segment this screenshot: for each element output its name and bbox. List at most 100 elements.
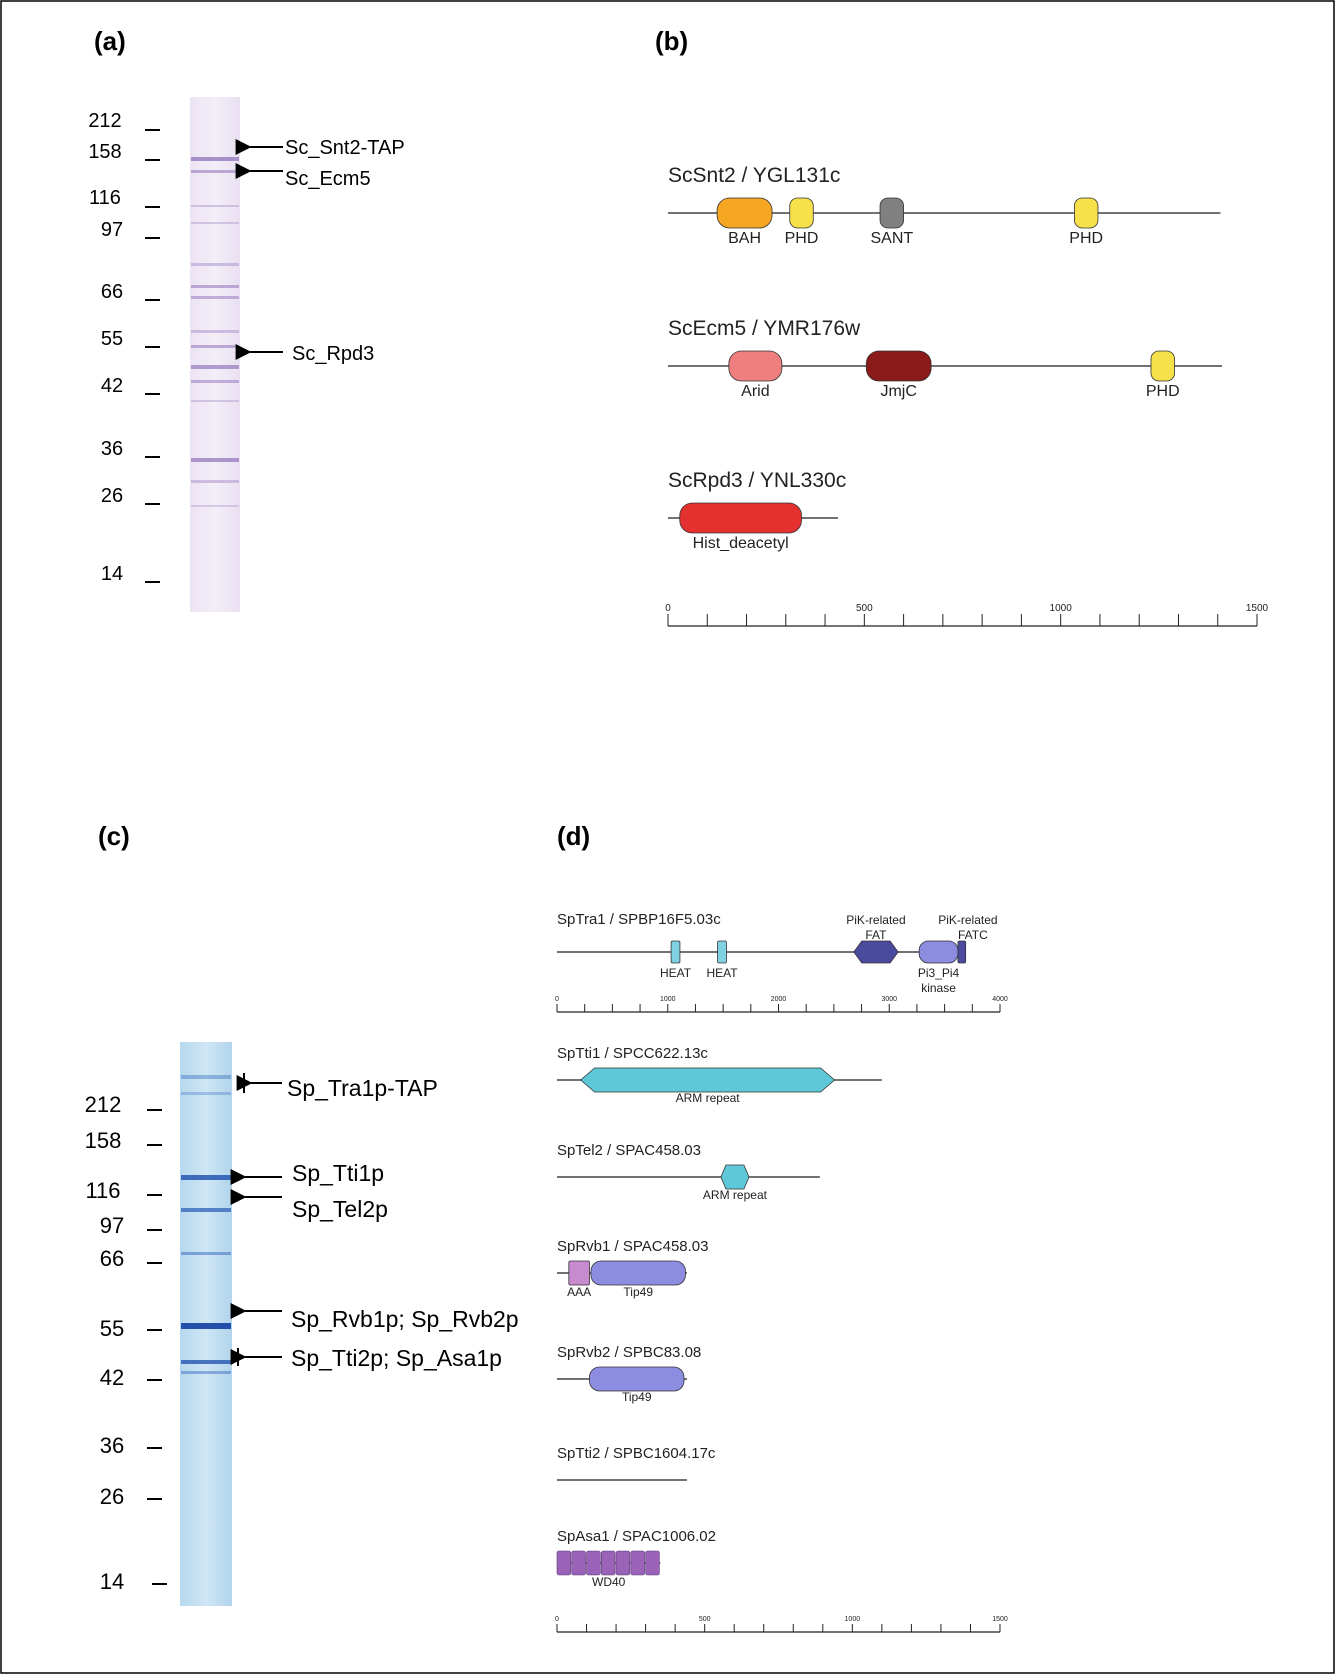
wd40-repeat [600, 1550, 616, 1576]
domain-label: JmjC [880, 383, 916, 400]
gel-band [191, 157, 239, 161]
band-label: Sc_Rpd3 [292, 343, 374, 365]
protein-name: ScEcm5 / YMR176w [668, 317, 861, 340]
gel-band [191, 285, 239, 288]
panel-c: 212 158 116 97 66 55 42 36 26 14 Sp_Tra1… [85, 1042, 519, 1606]
domain-phd [1074, 197, 1099, 229]
domain-label: PHD [1146, 383, 1180, 400]
band-label: Sc_Ecm5 [285, 168, 371, 190]
domain-tip49 [589, 1366, 685, 1392]
domain-arm-repeat [720, 1164, 750, 1190]
domain-label: FAT [865, 928, 887, 942]
wd40-repeat [645, 1550, 660, 1576]
band-label: Sc_Snt2-TAP [285, 137, 405, 159]
protein-row: SpRvb1 / SPAC458.03 AAA Tip49 [557, 1238, 708, 1299]
marker-label: 212 [85, 1092, 122, 1117]
gel-band [191, 205, 239, 207]
domain-arm-repeat [580, 1067, 836, 1093]
gel-band [191, 505, 239, 507]
marker-label: 97 [100, 1213, 124, 1238]
gel-band [181, 1208, 231, 1212]
domain-aaa [568, 1260, 590, 1286]
marker-label: 42 [101, 375, 123, 397]
band-label: Sp_Rvb1p; Sp_Rvb2p [291, 1306, 519, 1332]
gel-band [191, 345, 239, 348]
marker-label: 36 [101, 438, 123, 460]
gel-band [191, 380, 239, 383]
domain-bah [716, 197, 773, 229]
domain-label: HEAT [706, 966, 738, 980]
marker-label: 42 [100, 1365, 124, 1390]
panel-a: 212 158 116 97 66 55 42 36 26 14 Sc_Snt2… [88, 97, 405, 612]
gel-band [181, 1360, 231, 1364]
gel-band [191, 480, 239, 483]
domain-fat [853, 940, 899, 964]
domain-phd [1150, 350, 1175, 382]
domain-label: WD40 [592, 1575, 626, 1589]
scale-label: 500 [699, 1616, 711, 1623]
domain-label: ARM repeat [676, 1091, 741, 1105]
gel-band [181, 1252, 231, 1255]
domain-heat [717, 940, 727, 964]
protein-name: SpTel2 / SPAC458.03 [557, 1142, 701, 1159]
scale-label: 1500 [1246, 603, 1269, 614]
domain-wd40 [556, 1550, 660, 1576]
scale-label: 1500 [992, 1616, 1008, 1623]
protein-row: ScRpd3 / YNL330c Hist_deacetyl [668, 469, 846, 552]
scale-label: 4000 [992, 996, 1008, 1003]
domain-pi3-pi4-kinase [918, 940, 959, 964]
domain-label: PHD [785, 230, 819, 247]
domain-label: kinase [921, 981, 956, 995]
band-label: Sp_Tti1p [292, 1160, 384, 1186]
scale-label: 1000 [660, 996, 676, 1003]
domain-label: PiK-related [846, 913, 905, 927]
domain-tip49 [590, 1260, 686, 1286]
domain-sant [879, 197, 904, 229]
marker-label: 14 [101, 563, 123, 585]
domain-phd [789, 197, 814, 229]
gel-band [191, 330, 239, 333]
protein-row: SpTra1 / SPBP16F5.03c PiK-relatedFATPiK-r… [555, 911, 1008, 1013]
band-annotations-c: Sp_Tra1p-TAP Sp_Tti1p Sp_Tel2p Sp_Rvb1p;… [230, 1073, 519, 1371]
domain-arid [728, 350, 783, 382]
protein-name: SpTra1 / SPBP16F5.03c [557, 911, 721, 928]
marker-label: 26 [101, 485, 123, 507]
gel-band [191, 263, 239, 266]
protein-row: ScSnt2 / YGL131c BAH PHD SANT PHD [668, 164, 1221, 247]
wd40-repeat [556, 1550, 572, 1576]
domain-jmjc [865, 350, 932, 382]
scale-label: 3000 [881, 996, 897, 1003]
marker-label: 66 [100, 1246, 124, 1271]
scale-label: 2000 [771, 996, 787, 1003]
gel-a-lane [190, 97, 240, 612]
gel-band [191, 458, 239, 462]
gel-band [181, 1323, 231, 1329]
protein-row: SpRvb2 / SPBC83.08 Tip49 [557, 1344, 701, 1404]
protein-name: SpRvb1 / SPAC458.03 [557, 1238, 708, 1255]
domain-label: FATC [958, 928, 988, 942]
marker-label: 97 [101, 219, 123, 241]
wd40-repeat [615, 1550, 631, 1576]
scale-label: 1000 [1050, 603, 1073, 614]
protein-name: ScSnt2 / YGL131c [668, 164, 840, 187]
domain-label: BAH [728, 230, 761, 247]
gel-a-bands [191, 157, 239, 507]
marker-label: 55 [100, 1316, 124, 1341]
band-label: Sp_Tti2p; Sp_Asa1p [291, 1345, 502, 1371]
marker-label: 158 [85, 1128, 122, 1153]
gel-band [191, 296, 239, 299]
domain-label: Arid [741, 383, 769, 400]
gel-band [181, 1371, 231, 1374]
marker-label: 116 [89, 187, 121, 209]
gel-c-bands [181, 1075, 231, 1374]
marker-ladder-a: 212 158 116 97 66 55 42 36 26 14 [88, 110, 160, 585]
panel-label-d: (d) [557, 821, 590, 851]
protein-name: SpTti1 / SPCC622.13c [557, 1045, 708, 1062]
gel-band [191, 400, 239, 402]
panel-label-a: (a) [94, 26, 126, 56]
gel-band [181, 1075, 231, 1079]
scale-label: 0 [665, 603, 671, 614]
gel-band [181, 1092, 231, 1095]
panel-label-b: (b) [655, 26, 688, 56]
